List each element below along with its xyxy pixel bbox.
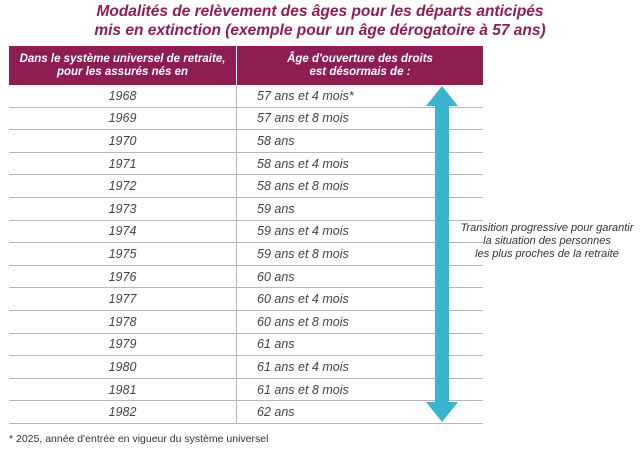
birth-year-cell: 1974: [9, 220, 237, 243]
age-table: Dans le système universel de retraite, p…: [9, 46, 483, 424]
table-row: 1981 61 ans et 8 mois: [9, 378, 483, 402]
opening-age-cell: 59 ans et 8 mois: [257, 246, 349, 261]
birth-year-cell: 1977: [9, 288, 237, 310]
double-arrow-icon: [424, 86, 460, 422]
table-header: Dans le système universel de retraite, p…: [9, 46, 483, 85]
opening-age-cell: 59 ans et 4 mois: [257, 224, 349, 239]
birth-year-cell: 1972: [9, 175, 237, 197]
header-opening-age-line-2: est désormais de :: [309, 65, 411, 78]
table-row: 1980 61 ans et 4 mois: [9, 356, 483, 379]
table-row: 1968 57 ans et 4 mois*: [9, 85, 483, 108]
opening-age-cell: 58 ans: [257, 133, 295, 148]
birth-year-cell: 1978: [9, 310, 237, 333]
table-row: 1979 61 ans: [9, 333, 483, 357]
header-opening-age-line-1: Âge d'ouverture des droits: [287, 52, 433, 65]
table-row: 1972 58 ans et 8 mois: [9, 175, 483, 198]
table-row: 1969 57 ans et 8 mois: [9, 107, 483, 131]
opening-age-cell: 61 ans: [257, 337, 295, 352]
birth-year-cell: 1981: [9, 378, 237, 401]
table-row: 1970 58 ans: [9, 130, 483, 153]
opening-age-cell: 61 ans et 4 mois: [257, 359, 349, 374]
title-line-2: mis en extinction (exemple pour un âge d…: [94, 22, 546, 39]
note-line-2: la situation des personnes: [483, 235, 611, 247]
table-row: 1977 60 ans et 4 mois: [9, 288, 483, 311]
opening-age-cell: 58 ans et 8 mois: [257, 179, 349, 194]
birth-year-cell: 1982: [9, 401, 237, 423]
birth-year-cell: 1976: [9, 265, 237, 288]
table-row: 1975 59 ans et 8 mois: [9, 243, 483, 266]
table-row: 1973 59 ans: [9, 197, 483, 221]
opening-age-cell: 61 ans et 8 mois: [257, 382, 349, 397]
page-title: Modalités de relèvement des âges pour le…: [0, 2, 640, 40]
birth-year-cell: 1971: [9, 152, 237, 175]
table-row: 1978 60 ans et 8 mois: [9, 310, 483, 334]
table-row: 1982 62 ans: [9, 401, 483, 424]
note-line-1: Transition progressive pour garantir: [460, 222, 634, 234]
birth-year-cell: 1970: [9, 130, 237, 152]
birth-year-cell: 1973: [9, 197, 237, 220]
header-opening-age: Âge d'ouverture des droits est désormais…: [237, 46, 483, 85]
table-row: 1976 60 ans: [9, 265, 483, 289]
birth-year-cell: 1979: [9, 333, 237, 356]
opening-age-cell: 57 ans et 4 mois*: [257, 88, 354, 103]
header-birth-year-line-2: pour les assurés nés en: [56, 65, 189, 78]
note-line-3: les plus proches de la retraite: [475, 248, 619, 260]
double-arrow-svg: [426, 86, 458, 422]
footnote: * 2025, année d'entrée en vigueur du sys…: [9, 433, 269, 445]
opening-age-cell: 58 ans et 4 mois: [257, 156, 349, 171]
table-body: 1968 57 ans et 4 mois* 1969 57 ans et 8 moi…: [9, 85, 483, 424]
birth-year-cell: 1969: [9, 107, 237, 130]
title-line-1: Modalités de relèvement des âges pour le…: [96, 3, 544, 20]
transition-note: Transition progressive pour garantir la …: [455, 222, 639, 261]
header-birth-year-line-1: Dans le système universel de retraite,: [19, 52, 226, 65]
birth-year-cell: 1980: [9, 356, 237, 378]
opening-age-cell: 60 ans et 8 mois: [257, 314, 349, 329]
opening-age-cell: 59 ans: [257, 201, 295, 216]
opening-age-cell: 60 ans: [257, 269, 295, 284]
arrow-shape: [426, 86, 458, 422]
header-birth-year: Dans le système universel de retraite, p…: [9, 46, 237, 85]
opening-age-cell: 60 ans et 4 mois: [257, 292, 349, 307]
birth-year-cell: 1968: [9, 85, 237, 107]
opening-age-cell: 57 ans et 8 mois: [257, 111, 349, 126]
table-row: 1971 58 ans et 4 mois: [9, 152, 483, 176]
opening-age-cell: 62 ans: [257, 405, 295, 420]
table-row: 1974 59 ans et 4 mois: [9, 220, 483, 244]
birth-year-cell: 1975: [9, 243, 237, 265]
